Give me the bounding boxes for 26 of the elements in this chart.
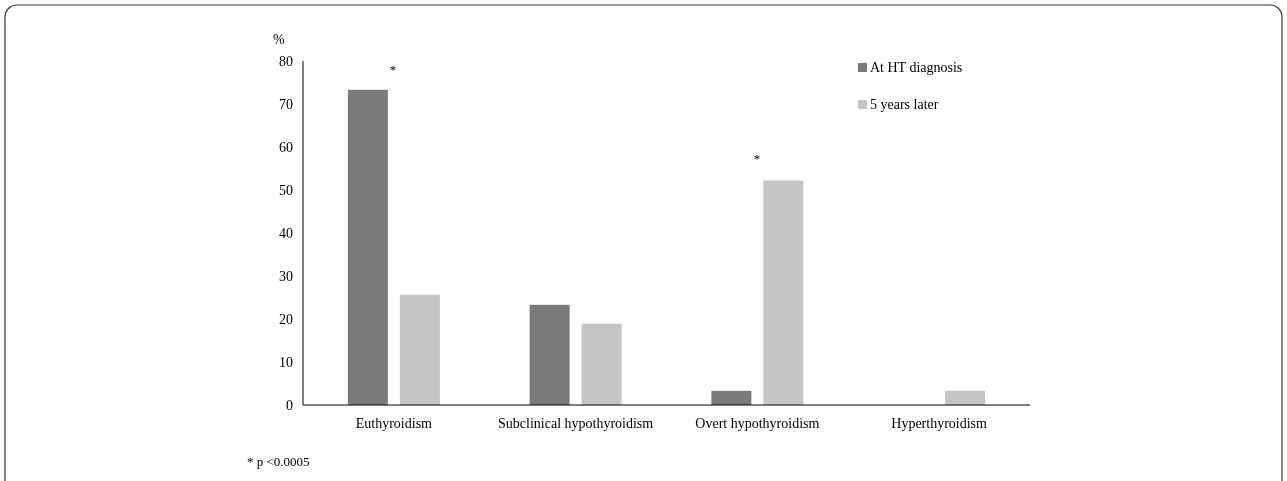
y-tick-label: 50	[279, 182, 293, 198]
y-tick-label: 0	[286, 397, 293, 413]
x-tick-label: Overt hypothyroidism	[695, 416, 820, 431]
x-tick-label: Euthyroidism	[355, 416, 433, 431]
legend-label: At HT diagnosis	[870, 60, 963, 75]
y-tick-label: 30	[279, 268, 293, 284]
y-tick-label: 70	[279, 96, 293, 112]
bar	[529, 304, 570, 405]
y-tick-label: 10	[279, 354, 293, 370]
legend-label: 5 years later	[870, 97, 939, 112]
y-tick-label: 80	[279, 53, 293, 69]
bar	[763, 180, 804, 405]
y-tick-label: 40	[279, 225, 293, 241]
y-axis-title: %	[273, 32, 285, 47]
annotation: *	[753, 151, 761, 166]
text: * p <0.0005	[247, 454, 310, 469]
annotation: *	[389, 62, 397, 77]
bar	[581, 323, 622, 405]
bar	[399, 294, 440, 405]
y-tick-label: 60	[279, 139, 293, 155]
x-tick-label: Subclinical hypothyroidism	[498, 416, 654, 431]
x-tick-label: Hyperthyroidism	[891, 416, 988, 431]
y-tick-label: 20	[279, 311, 293, 327]
bar	[347, 89, 388, 405]
bar	[711, 390, 752, 405]
bar	[945, 390, 986, 405]
